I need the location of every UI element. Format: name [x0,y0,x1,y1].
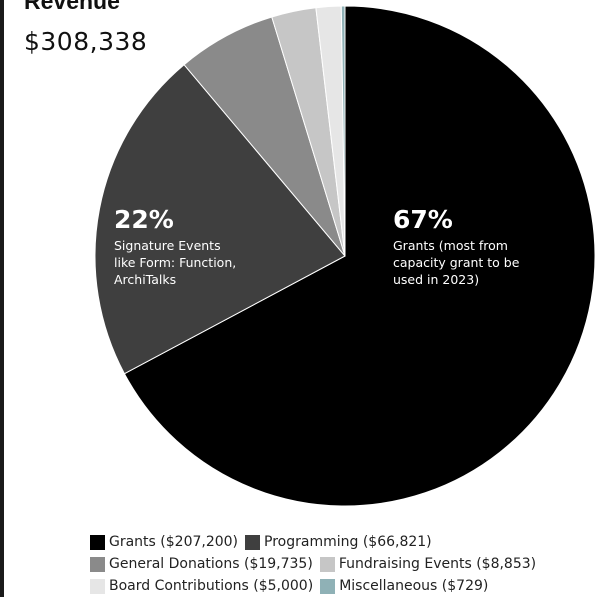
left-border [0,0,4,597]
legend-label: General Donations ($19,735) [109,556,313,572]
legend-swatch [90,556,105,572]
pie-slice-grants [123,5,596,507]
slice-description-programming: like Form: Function, [114,255,236,270]
legend-item: Programming ($66,821) [245,534,432,550]
pie-legend: Grants ($207,200) Programming ($66,821) Ge… [90,531,605,597]
legend-swatch [90,578,105,594]
legend-label: Programming ($66,821) [264,534,432,550]
legend-row: General Donations ($19,735) Fundraising E… [90,553,605,575]
slice-description-programming: Signature Events [114,238,221,253]
legend-label: Miscellaneous ($729) [339,578,489,594]
legend-item: General Donations ($19,735) [90,556,313,572]
revenue-total: $308,338 [24,27,148,56]
pie-slice-miscellaneous [340,5,346,257]
slice-description-grants: used in 2023) [393,272,479,287]
slice-description-programming: ArchiTalks [114,272,176,287]
legend-label: Grants ($207,200) [109,534,239,550]
percent-label-grants: 67% [393,205,453,234]
revenue-title: Revenue [24,0,120,14]
legend-item: Board Contributions ($5,000) [90,578,313,594]
legend-item: Miscellaneous ($729) [320,578,488,594]
legend-item: Grants ($207,200) [90,534,238,550]
slice-description-grants: capacity grant to be [393,255,520,270]
legend-swatch [245,534,261,550]
legend-item: Fundraising Events ($8,853) [319,556,537,572]
slice-description-grants: Grants (most from [393,238,508,253]
legend-label: Board Contributions ($5,000) [109,578,314,594]
legend-label: Fundraising Events ($8,853) [338,556,537,572]
pie-slice-programming [94,63,346,375]
legend-swatch [320,578,336,594]
percent-label-programming: 22% [114,205,174,234]
revenue-pie-chart: 67% Grants (most from capacity grant to be… [94,5,596,507]
legend-row: Grants ($207,200) Programming ($66,821) [90,531,605,553]
legend-swatch [90,534,105,550]
legend-row: Board Contributions ($5,000) Miscellaneou… [90,575,605,597]
legend-swatch [319,556,335,572]
